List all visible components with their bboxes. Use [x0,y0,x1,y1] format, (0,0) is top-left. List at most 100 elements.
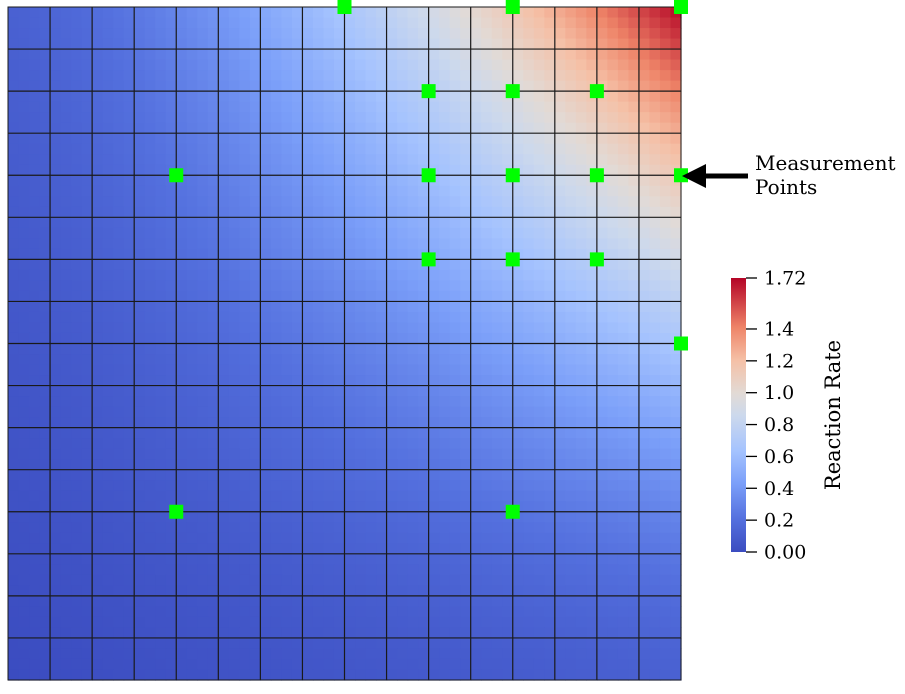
field-patch [512,616,524,629]
field-patch [355,564,367,576]
field-patch [659,301,672,313]
field-patch [50,322,62,334]
field-patch [659,59,672,71]
field-patch [523,532,535,544]
field-patch [113,280,125,292]
field-patch [270,616,283,629]
field-patch [512,585,524,597]
field-patch [60,91,72,103]
field-patch [249,343,261,355]
field-patch [29,543,41,555]
field-patch [491,448,503,460]
field-patch [60,490,72,502]
field-patch [344,375,356,387]
field-patch [344,417,356,429]
field-patch [228,49,240,61]
field-patch [533,280,545,292]
field-patch [365,122,377,134]
field-patch [638,185,651,197]
field-patch [8,59,20,71]
field-patch [544,122,556,134]
field-patch [481,459,493,471]
field-patch [260,490,272,502]
field-patch [249,637,261,650]
field-patch [554,417,566,429]
field-patch [449,154,461,166]
field-patch [291,280,304,292]
field-patch [239,427,251,439]
field-patch [207,459,219,471]
field-patch [312,375,325,387]
field-patch [344,637,356,650]
field-patch [355,227,367,239]
field-patch [249,595,261,607]
field-patch [376,364,388,376]
field-patch [165,637,177,650]
field-patch [575,606,587,618]
field-patch [355,101,367,113]
field-patch [270,564,283,576]
field-patch [249,154,261,166]
field-patch [186,375,198,387]
field-patch [302,448,314,460]
field-patch [586,595,598,607]
field-patch [649,175,661,187]
field-patch [8,480,20,492]
field-patch [565,480,577,492]
field-patch [628,648,640,660]
field-patch [176,427,188,439]
field-patch [18,564,30,576]
field-patch [81,164,93,176]
field-patch [102,438,114,450]
field-patch [533,101,545,113]
field-patch [344,206,356,218]
field-patch [333,238,346,250]
field-patch [123,7,135,19]
field-patch [218,501,230,513]
field-patch [617,91,630,103]
field-patch [565,175,577,187]
field-patch [207,227,219,239]
field-patch [39,175,51,187]
field-patch [554,595,566,607]
field-patch [71,406,83,418]
field-patch [502,38,514,50]
field-patch [260,59,272,71]
field-patch [281,227,293,239]
field-patch [418,269,430,282]
field-patch [523,490,535,502]
field-patch [228,385,240,397]
field-patch [565,364,577,376]
field-patch [239,543,251,555]
field-patch [270,417,283,429]
field-patch [123,101,135,113]
field-patch [565,185,577,197]
field-patch [81,122,93,134]
field-patch [50,217,62,229]
field-patch [617,490,630,502]
field-patch [71,480,83,492]
field-patch [575,269,587,282]
field-patch [291,417,304,429]
field-patch [134,543,146,555]
field-patch [596,143,608,155]
field-patch [39,154,51,166]
field-patch [228,448,240,460]
field-patch [323,7,335,19]
field-patch [302,301,314,313]
field-patch [39,616,51,629]
field-patch [575,196,587,208]
field-patch [270,448,283,460]
field-patch [29,553,41,565]
field-patch [491,59,503,71]
field-patch [565,332,577,345]
field-patch [460,227,472,239]
field-patch [92,49,104,61]
field-patch [218,259,230,271]
field-patch [281,91,293,103]
field-patch [260,459,272,471]
field-patch [376,248,388,260]
field-patch [155,269,167,282]
field-patch [355,459,367,471]
field-patch [281,17,293,29]
